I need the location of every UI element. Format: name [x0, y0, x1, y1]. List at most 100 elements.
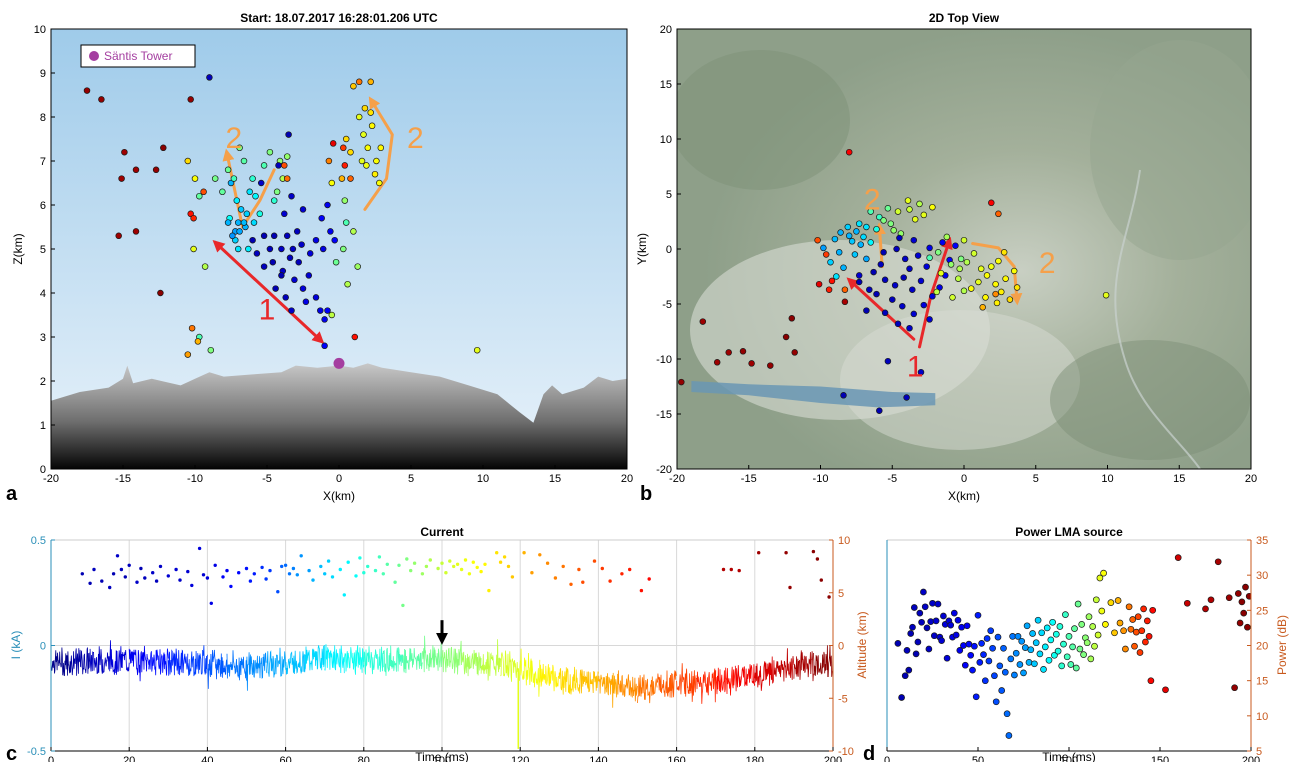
data-point [139, 566, 143, 571]
current-trace-segment [422, 635, 443, 673]
data-point [328, 311, 336, 319]
data-point [940, 612, 947, 620]
data-point [896, 234, 903, 242]
y-axis-label-a: Z(km) [11, 233, 25, 264]
current-trace-segment [285, 650, 306, 675]
data-point [367, 109, 374, 116]
current-trace-segment [226, 650, 247, 681]
y-tick-label: 1 [40, 420, 46, 432]
data-point [178, 578, 182, 582]
data-point [947, 621, 955, 629]
current-trace-segment [363, 646, 384, 675]
annotation-arrow [846, 277, 916, 341]
current-trace-segment [578, 669, 599, 694]
current-trace-segment [441, 640, 462, 675]
data-point [894, 208, 902, 215]
annotation-number: 2 [864, 183, 881, 216]
data-point [920, 211, 928, 219]
data-point [219, 188, 226, 196]
data-point [289, 245, 297, 253]
data-point [260, 232, 268, 240]
data-point [224, 166, 232, 174]
data-point [628, 567, 632, 572]
data-point [845, 148, 853, 156]
data-point [268, 568, 272, 573]
data-point [194, 338, 202, 345]
ticks-c: 0 20 40 60 80 100 120 140 160 180 200-0.500.5-10-5… [27, 535, 854, 762]
data-point [970, 250, 978, 257]
annotation-number: 1 [907, 351, 924, 384]
data-point [266, 245, 274, 253]
current-trace-segment [148, 648, 169, 676]
data-point [412, 561, 417, 565]
x-tick-label: 0 [884, 755, 890, 762]
x-tick-label: 60 [279, 755, 291, 762]
data-point [1145, 633, 1153, 640]
data-point [188, 324, 196, 332]
data-point [232, 236, 239, 244]
data-point [331, 236, 338, 244]
data-point [737, 568, 741, 573]
data-point [346, 560, 350, 564]
data-point [257, 179, 265, 187]
data-point [502, 555, 507, 559]
current-trace-segment [265, 647, 286, 678]
data-point [1052, 630, 1060, 638]
data-point [221, 575, 225, 579]
data-point [909, 286, 916, 293]
x-tick-label: -10 [813, 473, 829, 485]
data-point [152, 166, 160, 174]
y-axis-right-label-c: Altitude (km) [855, 611, 869, 678]
data-point [569, 582, 573, 586]
data-point [890, 227, 897, 234]
data-point [910, 236, 918, 244]
data-point [840, 392, 847, 399]
data-point [211, 175, 219, 182]
data-point [972, 693, 980, 701]
data-point [1025, 659, 1033, 666]
data-point [291, 276, 298, 284]
data-point [1040, 666, 1047, 673]
data-point [444, 571, 448, 575]
y-tick-label: -0.5 [27, 746, 46, 758]
data-point [960, 287, 968, 295]
data-point [1231, 684, 1238, 692]
data-point [934, 249, 942, 256]
data-point [463, 558, 468, 562]
data-point [393, 580, 397, 584]
data-point [317, 307, 324, 314]
data-point [237, 206, 245, 213]
data-point [998, 687, 1006, 694]
x-tick-label: 0 [961, 473, 967, 485]
data-point [981, 677, 989, 685]
current-trace-segment [617, 670, 638, 702]
data-point [354, 263, 361, 270]
y-axis-right-label-d: Power (dB) [1275, 615, 1289, 675]
data-point [1074, 600, 1082, 608]
data-point [910, 604, 918, 611]
panel-b-top-view: 1 2 2 2D Top View X(km) Y(km) -20 -15 -10 -5 0… [635, 11, 1257, 503]
data-point [904, 197, 912, 204]
data-point [364, 144, 372, 152]
data-point [853, 228, 860, 235]
data-point [111, 572, 116, 576]
y-tick-label: 0 [40, 464, 46, 476]
data-point [307, 568, 311, 573]
data-point [903, 394, 910, 401]
data-point [186, 569, 190, 574]
data-point [1242, 583, 1249, 591]
data-point [1038, 629, 1046, 637]
data-point [338, 175, 346, 182]
data-point [934, 600, 942, 608]
data-point [248, 579, 253, 583]
y-tick-label: -10 [656, 354, 672, 366]
data-point [281, 210, 288, 218]
data-point [1238, 598, 1246, 606]
data-point [373, 568, 378, 573]
data-point [647, 577, 651, 581]
data-point [118, 175, 125, 182]
data-point [347, 148, 354, 156]
data-point [923, 624, 931, 632]
current-trace-segment [754, 656, 775, 691]
data-point [876, 407, 883, 414]
